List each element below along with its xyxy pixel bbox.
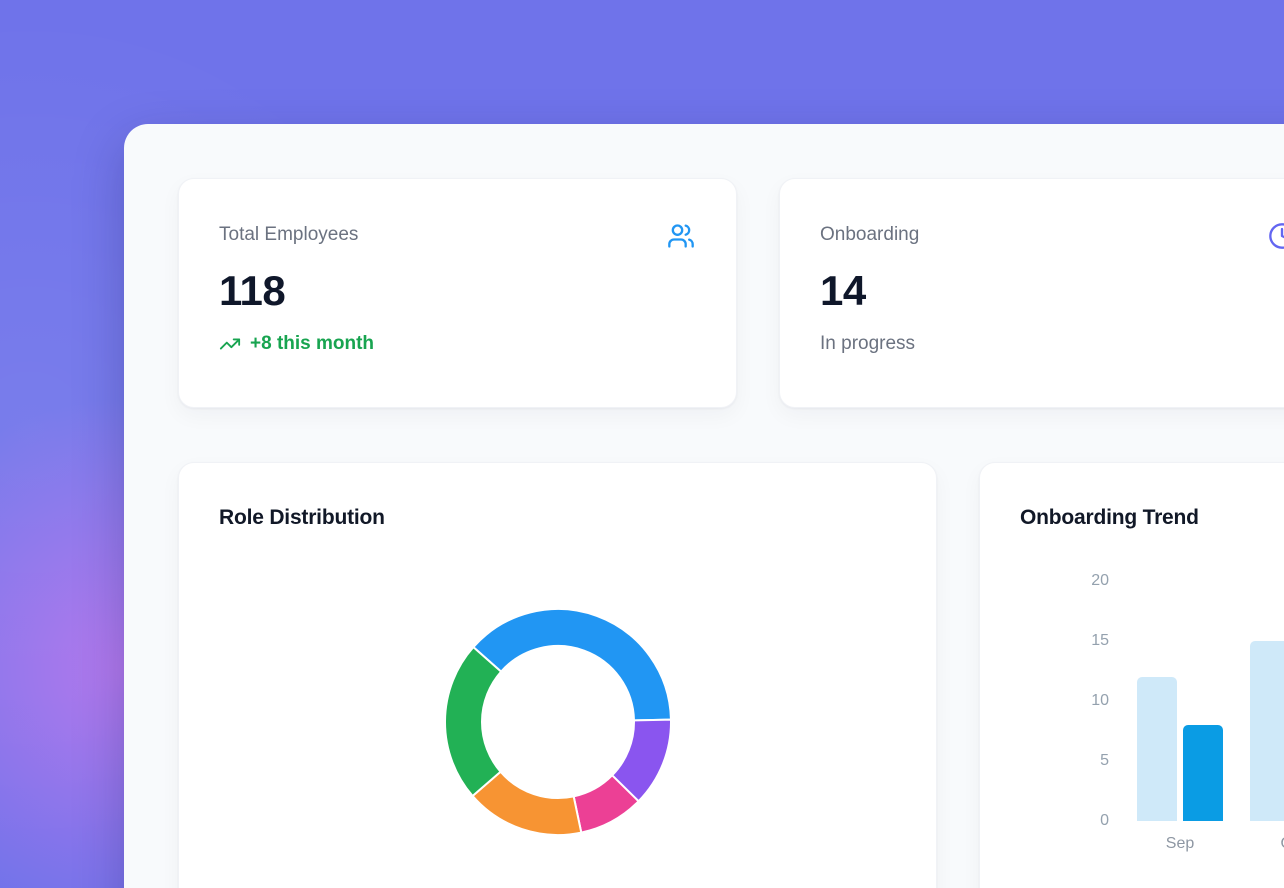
donut-segment-1 [472, 608, 672, 722]
chart-title-onboarding-trend: Onboarding Trend [1020, 506, 1199, 529]
stat-delta: +8 this month [219, 332, 696, 356]
trending-up-icon [219, 333, 241, 355]
stat-subtext-label: In progress [820, 333, 916, 354]
stat-value: 118 [219, 267, 286, 314]
onboarding-trend-card: Onboarding Trend 20 15 10 5 0 Sep Oct [979, 462, 1284, 888]
y-axis-tick-label: 15 [1091, 632, 1109, 649]
chart-title-role-distribution: Role Distribution [219, 506, 385, 529]
x-axis-label-oct: Oct [1253, 834, 1284, 854]
stat-delta-label: +8 this month [250, 333, 375, 354]
stat-card-total-employees: Total Employees 118 +8 this month [178, 178, 737, 408]
x-axis-label-sep: Sep [1165, 835, 1195, 852]
y-axis-tick-label: 20 [1091, 572, 1109, 589]
dashboard-panel: Total Employees 118 +8 this month Onboar… [124, 124, 1284, 888]
stat-label: Onboarding [820, 224, 920, 245]
bar-oct-series-light-blue [1250, 641, 1284, 821]
stat-label: Total Employees [219, 224, 359, 245]
stat-subtext: In progress [820, 332, 1284, 356]
onboarding-trend-bar-chart: 20 15 10 5 0 Sep Oct [980, 463, 1284, 888]
role-distribution-card: Role Distribution [178, 462, 937, 888]
stat-card-onboarding: Onboarding 14 In progress [779, 178, 1284, 408]
bar-sep-series-dark-blue [1183, 725, 1223, 821]
y-axis-tick-label: 0 [1100, 812, 1109, 829]
clock-icon [1268, 222, 1284, 250]
users-icon [667, 222, 695, 250]
donut-segment-5 [444, 646, 503, 797]
y-axis-tick-label: 10 [1091, 692, 1109, 709]
y-axis-tick-label: 5 [1100, 752, 1109, 769]
stat-value: 14 [820, 267, 866, 314]
role-distribution-donut-chart [444, 608, 672, 836]
bar-sep-series-light-blue [1137, 677, 1177, 821]
